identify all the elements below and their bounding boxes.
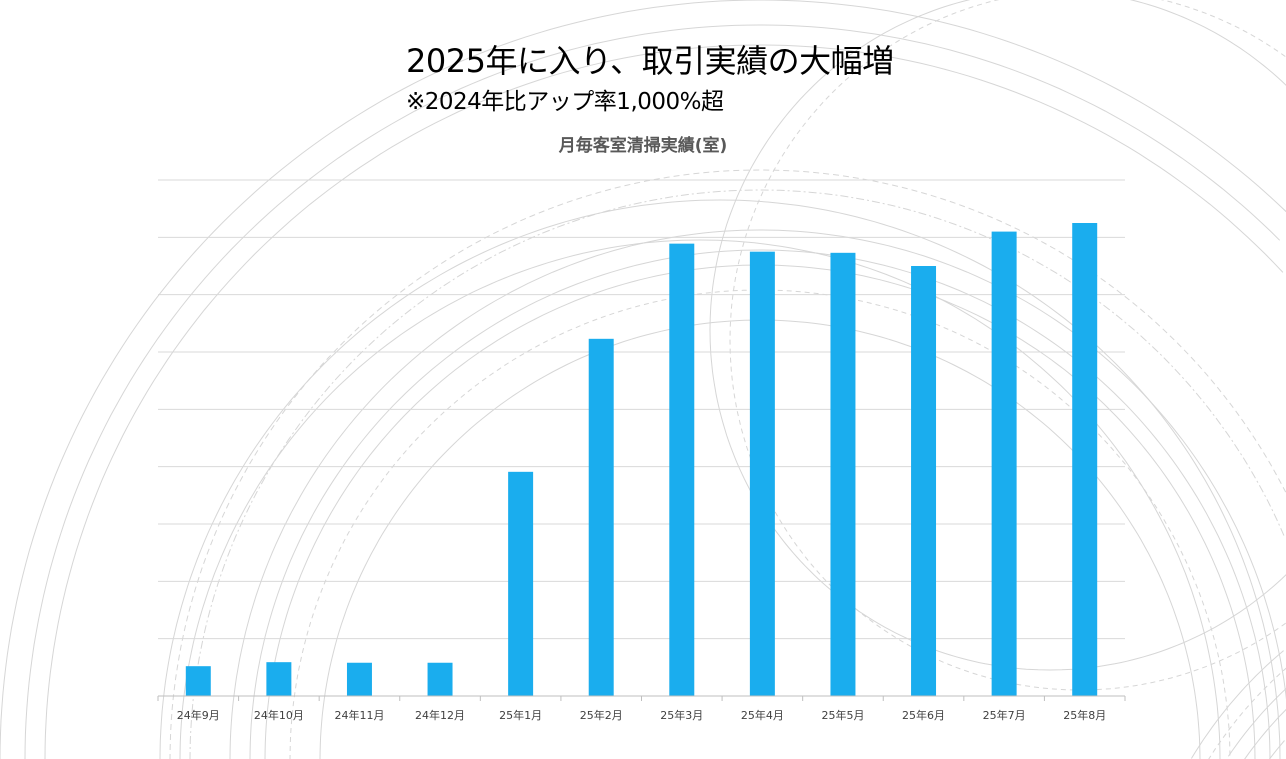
decorative-arc [189,189,1286,759]
bar-25年7月 [991,231,1017,696]
decorative-arc [44,44,1284,759]
bar-25年2月 [588,338,614,696]
bar-25年1月 [508,471,534,696]
x-tick-label: 25年3月 [660,708,703,722]
decorative-arc [169,169,1286,759]
x-tick-label: 25年5月 [821,708,864,722]
decorative-arc [249,249,1271,759]
bar-25年4月 [749,251,775,696]
slide-headline: 2025年に入り、取引実績の大幅増 [406,42,894,80]
x-tick-label: 25年6月 [902,708,945,722]
decorative-arc [159,199,1281,759]
decorative-arc [1208,667,1286,759]
x-axis [157,695,1126,701]
gridlines [158,179,1125,640]
x-tick-label: 24年12月 [415,708,465,722]
decorative-arc [229,229,1286,759]
x-tick-label: 24年9月 [177,708,220,722]
chart-title: 月毎客室清掃実績(室) [558,136,728,156]
bar-25年6月 [911,266,937,696]
x-tick-label: 25年7月 [983,708,1026,722]
x-tick-label: 25年4月 [741,708,784,722]
bars [185,223,1098,696]
decorative-arc [1190,650,1284,759]
bar-24年10月 [266,662,292,696]
x-tick-label: 25年1月 [499,708,542,722]
bar-24年9月 [185,666,211,696]
decorative-arc [179,239,1221,759]
decorative-arc [729,0,1286,691]
decorative-arc [24,24,1281,759]
bar-25年8月 [1072,223,1098,696]
x-axis-labels: 24年9月 24年10月 24年11月 24年12月 25年1月 25年2月 25年3月 25… [177,708,1106,722]
bar-25年3月 [669,243,695,696]
x-tick-label: 25年8月 [1063,708,1106,722]
decorative-arc [1268,740,1285,759]
slide-subline: ※2024年比アップ率1,000%超 [406,89,724,115]
bar-24年12月 [427,662,453,696]
decorative-arc [1244,708,1286,759]
decorative-arc [1227,687,1286,757]
x-tick-label: 25年2月 [580,708,623,722]
bar-25年5月 [830,252,856,696]
bar-24年11月 [346,662,372,696]
x-tick-label: 24年11月 [334,708,384,722]
x-tick-label: 24年10月 [254,708,304,722]
